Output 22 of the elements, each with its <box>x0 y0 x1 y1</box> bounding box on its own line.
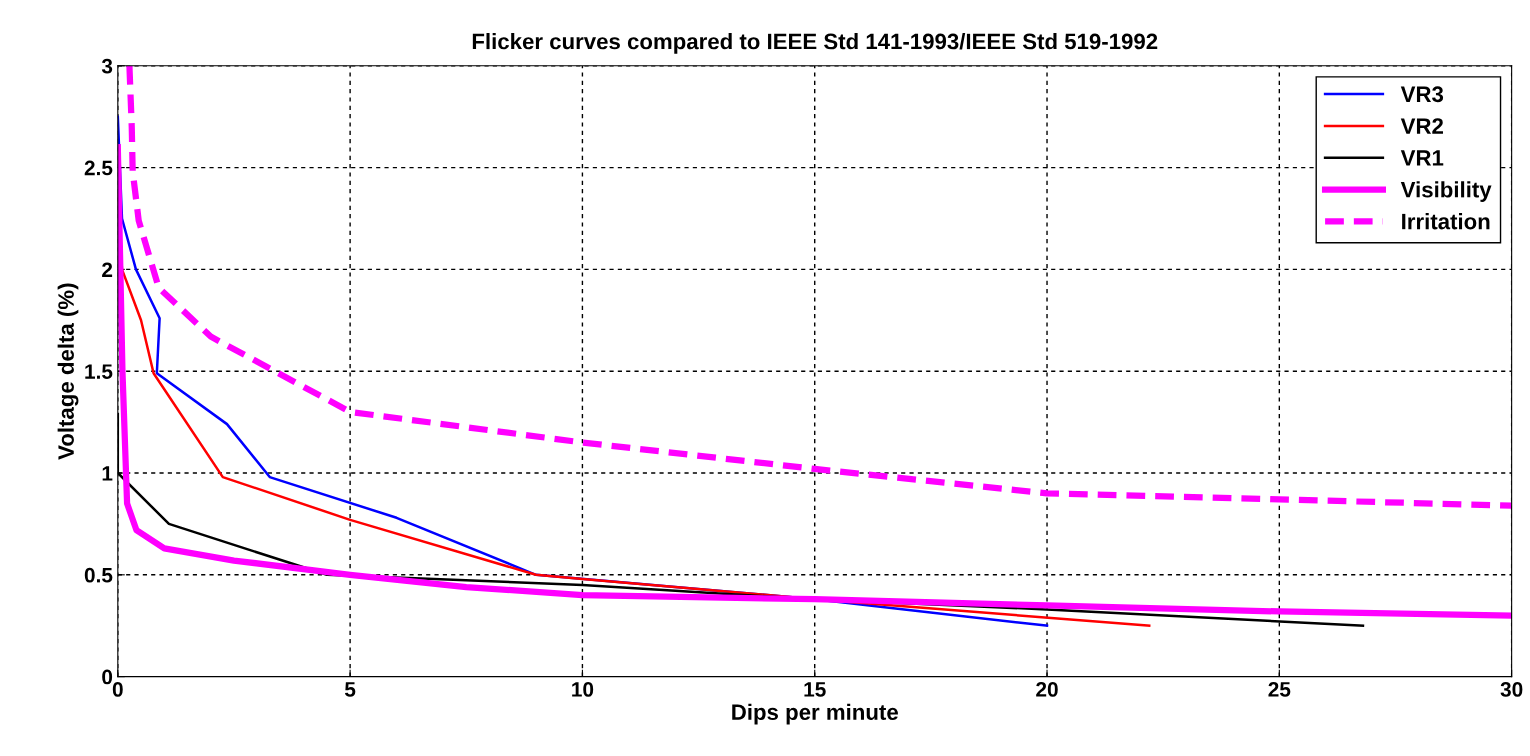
x-tick-label: 10 <box>572 682 594 697</box>
x-tick-label: 15 <box>804 682 826 697</box>
y-tick-label: 0 <box>102 669 113 685</box>
chart-title: Flicker curves compared to IEEE Std 141-1993/IEEE Std 519-1992 <box>472 33 1158 54</box>
x-tick-label: 5 <box>344 682 356 697</box>
y-tick-label: 1.5 <box>85 364 113 379</box>
x-tick-label: 0 <box>112 682 123 697</box>
x-tick-label: 25 <box>1268 682 1291 697</box>
y-tick-label: 0.5 <box>84 567 113 583</box>
legend-label: VR3 <box>1400 86 1444 103</box>
y-tick-label: 1 <box>102 466 113 481</box>
y-tick-label: 2.5 <box>84 160 113 176</box>
legend-label: Irritation <box>1402 213 1490 230</box>
y-tick-label: 3 <box>101 58 113 74</box>
y-axis-title: Voltage delta (%) <box>57 283 79 460</box>
legend-label: VR1 <box>1400 150 1444 166</box>
y-tick-label: 2 <box>102 262 113 277</box>
x-tick-label: 20 <box>1036 682 1058 697</box>
legend-label: VR2 <box>1400 118 1443 134</box>
x-tick-label: 30 <box>1500 682 1523 697</box>
x-axis-title: Dips per minute <box>732 703 898 725</box>
legend-label: Visibility <box>1400 181 1492 202</box>
